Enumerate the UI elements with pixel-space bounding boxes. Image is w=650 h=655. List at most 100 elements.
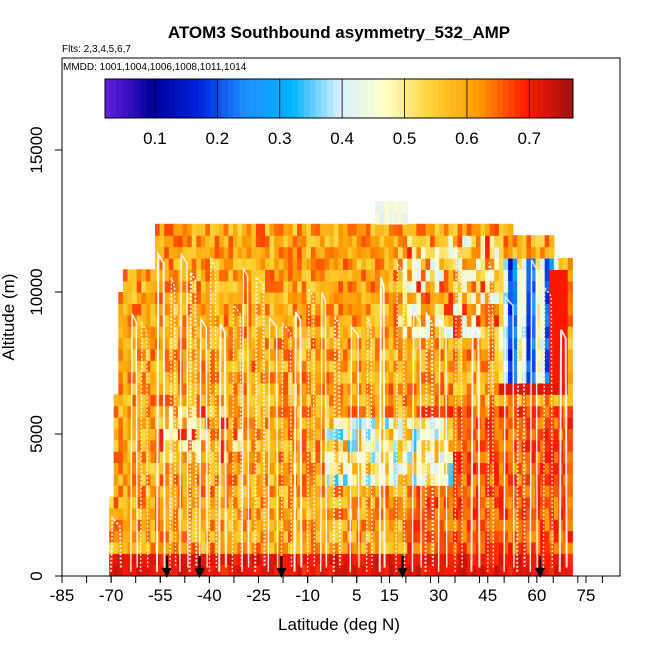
heat-cell — [521, 530, 527, 543]
heat-cell — [384, 303, 390, 316]
heat-cell — [173, 417, 179, 429]
heat-cell — [457, 223, 463, 236]
heat-cell — [535, 473, 541, 486]
heat-cell — [388, 473, 394, 486]
heat-cell — [526, 417, 532, 429]
heat-cell — [182, 303, 188, 316]
heat-cell — [379, 269, 385, 282]
heat-cell — [324, 541, 330, 554]
heat-cell — [333, 519, 339, 532]
heat-cell — [260, 428, 266, 441]
heat-cell — [434, 394, 440, 407]
heat-cell — [544, 337, 550, 350]
heat-cell — [242, 326, 248, 339]
heat-cell — [127, 439, 133, 452]
heat-cell — [434, 405, 440, 418]
heat-cell — [558, 314, 564, 327]
heat-cell — [310, 394, 317, 407]
heat-cell — [549, 507, 555, 520]
heat-cell — [122, 553, 129, 566]
heat-cell — [219, 405, 225, 418]
heat-cell — [558, 553, 564, 566]
arrow-head — [397, 568, 408, 578]
heat-cell — [122, 371, 129, 384]
heat-cell — [521, 462, 527, 475]
heat-cell — [306, 485, 312, 498]
heat-cell — [352, 269, 358, 282]
heat-cell — [187, 303, 193, 316]
colorbar-segment — [222, 79, 229, 118]
heat-cell — [315, 541, 321, 554]
heat-cell — [407, 485, 413, 498]
heat-cell — [182, 326, 188, 339]
heat-cell — [136, 485, 142, 498]
heat-cell — [379, 496, 385, 509]
heat-cell — [191, 269, 197, 282]
heat-cell — [219, 292, 225, 304]
heat-cell — [113, 439, 119, 452]
heat-cell — [398, 246, 404, 259]
heat-cell — [471, 496, 477, 509]
heat-cell — [310, 348, 317, 361]
heat-cell — [457, 337, 463, 350]
heat-cell — [356, 564, 362, 576]
heat-cell — [315, 280, 321, 293]
heat-cell — [324, 246, 330, 259]
heat-cell — [526, 519, 532, 532]
heat-cell — [210, 246, 216, 259]
heat-cell — [498, 223, 505, 236]
heat-cell — [425, 553, 431, 566]
heat-cell — [159, 541, 165, 554]
heat-cell — [223, 382, 229, 395]
heat-cell — [567, 292, 573, 304]
heat-cell — [242, 246, 248, 259]
heat-cell — [489, 382, 495, 395]
heat-cell — [205, 507, 211, 520]
heat-cell — [379, 530, 385, 543]
heat-cell — [333, 417, 339, 429]
heat-cell — [343, 405, 349, 418]
heat-cell — [132, 439, 138, 452]
heat-cell — [127, 473, 133, 486]
heat-cell — [388, 462, 394, 475]
heat-cell — [182, 314, 188, 327]
heat-cell — [384, 417, 390, 429]
heat-cell — [549, 314, 555, 327]
heat-cell — [219, 553, 225, 566]
heat-cell — [191, 439, 197, 452]
heat-cell — [255, 269, 262, 282]
heat-cell — [191, 530, 197, 543]
heat-cell — [402, 257, 408, 270]
heat-cell — [210, 292, 216, 304]
heat-cell — [535, 303, 541, 316]
heat-cell — [324, 405, 330, 418]
heat-cell — [237, 394, 243, 407]
heat-cell — [214, 246, 220, 259]
heat-cell — [288, 462, 294, 475]
heat-cell — [535, 257, 541, 270]
heat-cell — [214, 507, 220, 520]
heat-cell — [420, 235, 427, 248]
heat-cell — [526, 348, 532, 361]
heat-cell — [200, 462, 207, 475]
heat-cell — [196, 473, 202, 486]
heat-cell — [269, 269, 275, 282]
heat-cell — [278, 257, 284, 270]
heat-cell — [485, 519, 491, 532]
heat-cell — [246, 269, 252, 282]
heat-cell — [242, 235, 248, 248]
heat-cell — [489, 507, 495, 520]
arrow-head — [276, 568, 287, 578]
heat-cell — [324, 348, 330, 361]
heat-cell — [306, 246, 312, 259]
heat-cell — [187, 382, 193, 395]
heat-cell — [393, 451, 399, 463]
colorbar-segment — [415, 79, 422, 118]
heat-cell — [205, 360, 211, 373]
heat-cell — [498, 462, 505, 475]
heat-cell — [150, 269, 156, 282]
heat-cell — [457, 371, 463, 384]
heat-cell — [402, 439, 408, 452]
heat-cell — [159, 223, 165, 236]
heat-cell — [512, 303, 518, 316]
